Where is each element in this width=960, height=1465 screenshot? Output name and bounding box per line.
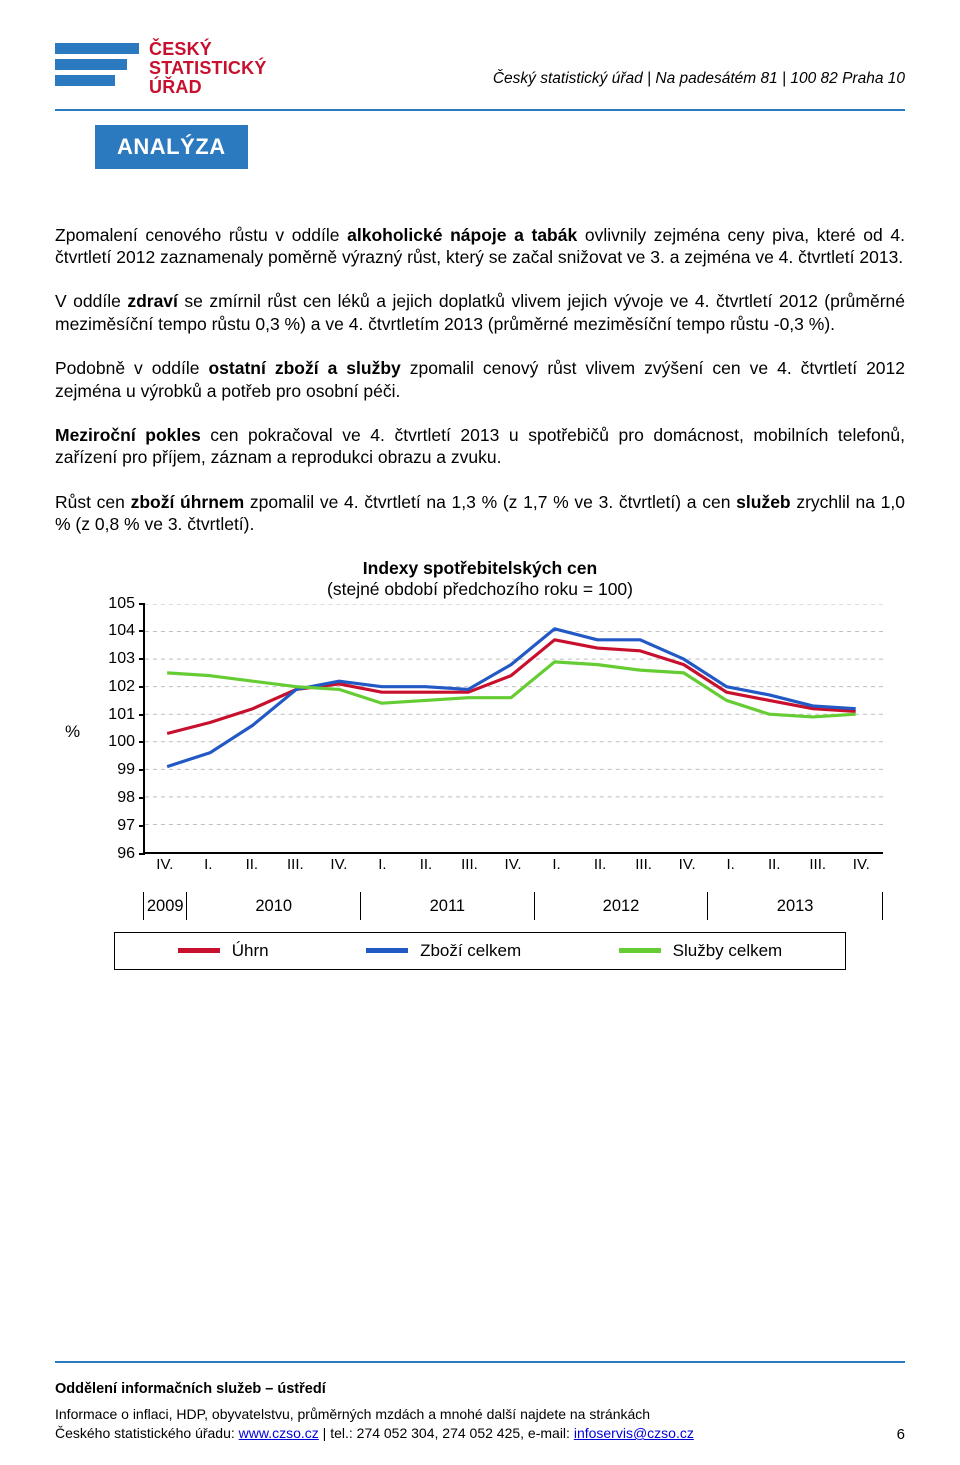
footer-divider [55, 1361, 905, 1363]
body-paragraph: Zpomalení cenového růstu v oddíle alkoho… [55, 224, 905, 269]
y-tick-label: 99 [89, 761, 135, 779]
legend-label: Zboží celkem [420, 941, 521, 961]
x-tick-label: II. [578, 856, 622, 873]
x-tick-label: III. [622, 856, 666, 873]
logo-line: ČESKÝ [149, 40, 267, 59]
chart-plot [143, 604, 883, 854]
org-address: Český statistický úřad | Na padesátém 81… [493, 70, 905, 88]
legend-label: Úhrn [232, 941, 269, 961]
x-tick-label: I. [361, 856, 405, 873]
x-tick-label: II. [752, 856, 796, 873]
legend-item: Služby celkem [619, 941, 783, 961]
year-label: 2011 [361, 892, 535, 920]
body-paragraph: Meziroční pokles cen pokračoval ve 4. čt… [55, 424, 905, 469]
logo-line: ÚŘAD [149, 78, 267, 97]
y-tick-label: 98 [89, 789, 135, 807]
chart-area: % 10510410310210110099989796 IV.I.II.III… [65, 604, 895, 884]
legend-swatch-icon [178, 948, 220, 953]
x-tick-label: II. [404, 856, 448, 873]
legend-swatch-icon [619, 948, 661, 953]
footer-org-text: Českého statistického úřadu: [55, 1425, 239, 1441]
body-paragraph: Růst cen zboží úhrnem zpomalil ve 4. čtv… [55, 491, 905, 536]
logo-line: STATISTICKÝ [149, 59, 267, 78]
legend-item: Zboží celkem [366, 941, 521, 961]
footer-info: Informace o inflaci, HDP, obyvatelstvu, … [55, 1405, 905, 1443]
x-tick-label: I. [535, 856, 579, 873]
footer-email[interactable]: infoservis@czso.cz [574, 1425, 694, 1441]
body-paragraph: V oddíle zdraví se zmírnil růst cen léků… [55, 290, 905, 335]
footer-info-text: Informace o inflaci, HDP, obyvatelstvu, … [55, 1406, 650, 1422]
y-tick-label: 100 [89, 733, 135, 751]
x-tick-label: IV. [491, 856, 535, 873]
chart-subtitle: (stejné období předchozího roku = 100) [55, 579, 905, 600]
page-number: 6 [897, 1426, 905, 1443]
x-tick-label: III. [796, 856, 840, 873]
chart-title: Indexy spotřebitelských cen [55, 558, 905, 579]
x-tick-label: I. [709, 856, 753, 873]
chart-container: Indexy spotřebitelských cen (stejné obdo… [55, 558, 905, 970]
page-footer: Oddělení informačních služeb – ústředí I… [55, 1361, 905, 1443]
x-tick-label: I. [187, 856, 231, 873]
y-tick-label: 103 [89, 650, 135, 668]
y-axis-ticks: 10510410310210110099989796 [89, 604, 135, 854]
x-axis-ticks: IV.I.II.III.IV.I.II.III.IV.I.II.III.IV.I… [143, 856, 883, 873]
footer-contact: | tel.: 274 052 304, 274 052 425, e-mail… [319, 1425, 574, 1441]
logo-text: ČESKÝ STATISTICKÝ ÚŘAD [149, 40, 267, 97]
logo: ČESKÝ STATISTICKÝ ÚŘAD [55, 40, 267, 97]
body-text: Zpomalení cenového růstu v oddíle alkoho… [55, 224, 905, 536]
chart-legend: Úhrn Zboží celkem Služby celkem [114, 932, 846, 970]
y-tick-label: 97 [89, 817, 135, 835]
footer-url[interactable]: www.czso.cz [239, 1425, 319, 1441]
legend-swatch-icon [366, 948, 408, 953]
y-tick-label: 101 [89, 706, 135, 724]
title-banner: ANALÝZA [95, 125, 248, 169]
year-label: 2010 [187, 892, 361, 920]
footer-dept: Oddělení informačních služeb – ústředí [55, 1381, 905, 1397]
year-label: 2013 [708, 892, 882, 920]
y-tick-label: 102 [89, 678, 135, 696]
y-axis-label: % [65, 722, 80, 742]
year-label: 2009 [144, 892, 187, 920]
header-divider [55, 109, 905, 111]
year-label: 2012 [535, 892, 709, 920]
x-tick-label: IV. [665, 856, 709, 873]
x-tick-label: IV. [143, 856, 187, 873]
x-tick-label: III. [274, 856, 318, 873]
x-tick-label: II. [230, 856, 274, 873]
page-header: ČESKÝ STATISTICKÝ ÚŘAD Český statistický… [55, 40, 905, 97]
y-tick-label: 105 [89, 595, 135, 613]
y-tick-label: 96 [89, 845, 135, 863]
x-tick-label: III. [448, 856, 492, 873]
x-tick-label: IV. [840, 856, 884, 873]
legend-label: Služby celkem [673, 941, 783, 961]
year-row: 20092010201120122013 [65, 892, 895, 920]
logo-bars-icon [55, 40, 139, 86]
body-paragraph: Podobně v oddíle ostatní zboží a služby … [55, 357, 905, 402]
y-tick-label: 104 [89, 622, 135, 640]
x-tick-label: IV. [317, 856, 361, 873]
legend-item: Úhrn [178, 941, 269, 961]
